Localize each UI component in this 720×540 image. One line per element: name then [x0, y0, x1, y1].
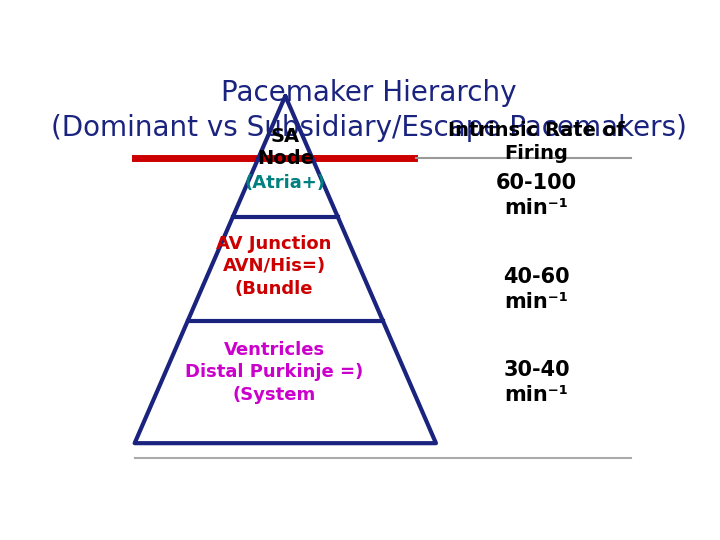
Text: Pacemaker Hierarchy
(Dominant vs Subsidiary/Escape Pacemakers): Pacemaker Hierarchy (Dominant vs Subsidi…: [51, 79, 687, 142]
Text: 40-60
min⁻¹: 40-60 min⁻¹: [503, 267, 570, 312]
Text: 30-40
min⁻¹: 30-40 min⁻¹: [503, 361, 570, 406]
Text: Ventricles
Distal Purkinje =)
(System: Ventricles Distal Purkinje =) (System: [185, 341, 364, 404]
Text: SA
Node: SA Node: [257, 127, 314, 168]
Text: 60-100
min⁻¹: 60-100 min⁻¹: [496, 173, 577, 218]
Text: (Atria+): (Atria+): [245, 174, 325, 192]
Text: AV Junction
AVN/His=)
(Bundle: AV Junction AVN/His=) (Bundle: [217, 235, 332, 298]
Text: Intrinsic Rate of
Firing: Intrinsic Rate of Firing: [448, 121, 625, 164]
